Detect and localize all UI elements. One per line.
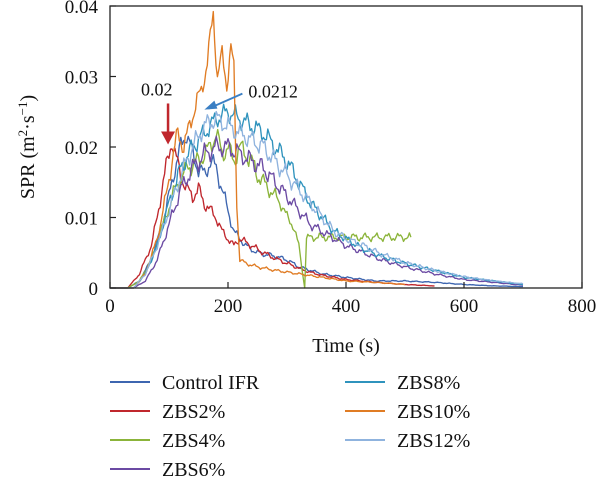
annotation-arrowhead: [161, 131, 176, 145]
legend: Control IFR ZBS2% ZBS4% ZBS6% ZBS8% ZBS10% ZBS…: [110, 372, 470, 481]
y-tick-label: 0.04: [65, 0, 99, 18]
plot-lines: [110, 10, 524, 289]
legend-label: ZBS4%: [162, 430, 225, 452]
series-line: [110, 128, 412, 289]
series-line: [110, 135, 524, 289]
x-tick-label: 200: [214, 296, 243, 317]
annotations: 0.02 0.0212: [141, 79, 298, 145]
y-axis-label-sup2: −1: [15, 102, 30, 116]
series-line: [110, 135, 523, 289]
y-axis-label-end: ): [17, 95, 39, 102]
x-axis-label: Time (s): [312, 335, 380, 357]
series-line: [110, 110, 524, 289]
tick-labels: 0 200 400 600 800 0 0.01 0.02 0.03 0.04: [65, 0, 597, 317]
y-tick-label: 0.02: [65, 138, 98, 159]
annotation-label: 0.02: [141, 79, 173, 99]
series-line: [110, 10, 406, 289]
annotation-label: 0.0212: [248, 82, 298, 102]
legend-label: Control IFR: [162, 372, 260, 394]
x-tick-label: 400: [332, 296, 361, 317]
legend-label: ZBS10%: [397, 401, 470, 423]
y-tick-label: 0.03: [65, 68, 98, 89]
y-axis-label-main: SPR (m: [17, 136, 39, 199]
axis-ticks: [109, 5, 583, 289]
y-axis-label: SPR (m2·s−1): [15, 95, 39, 199]
y-axis-label-mid: ·s: [17, 115, 39, 130]
annotation-arrowhead: [204, 100, 218, 110]
legend-label: ZBS8%: [397, 372, 460, 394]
x-tick-label: 0: [105, 296, 115, 317]
y-tick-label: 0: [89, 279, 99, 300]
legend-label: ZBS2%: [162, 401, 225, 423]
legend-label: ZBS12%: [397, 430, 470, 452]
legend-label: ZBS6%: [162, 459, 225, 481]
x-tick-label: 600: [450, 296, 479, 317]
y-tick-label: 0.01: [65, 209, 98, 230]
series-line: [110, 103, 523, 289]
x-tick-label: 800: [568, 296, 597, 317]
y-axis-label-sup1: 2: [15, 130, 30, 137]
